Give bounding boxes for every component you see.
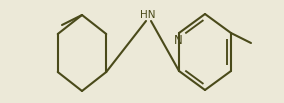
Text: N: N [174, 33, 182, 46]
Text: HN: HN [140, 10, 156, 20]
